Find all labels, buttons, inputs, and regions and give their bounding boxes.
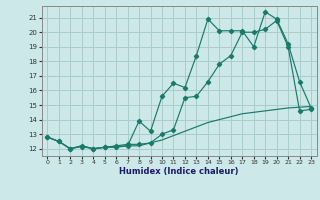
X-axis label: Humidex (Indice chaleur): Humidex (Indice chaleur) xyxy=(119,167,239,176)
